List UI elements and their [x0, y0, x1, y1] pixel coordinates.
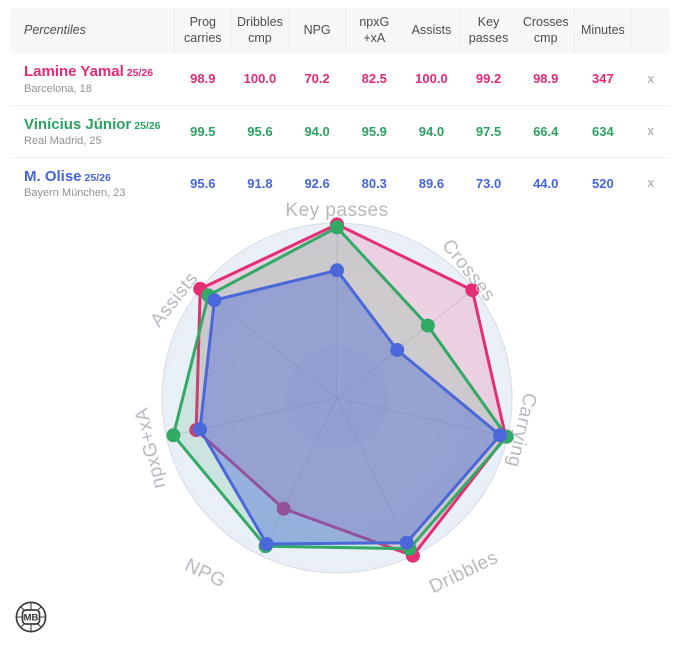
season-badge: 25/26 — [134, 119, 161, 132]
stat-value: 44.0 — [517, 156, 575, 209]
radar-data-point — [330, 220, 344, 235]
remove-row-button[interactable]: x — [647, 71, 654, 86]
col-header-npxg-xa: npxG +xA — [345, 8, 403, 54]
radar-chart-container: Key passes Crosses Carrying Dribbles NPG npxG… — [0, 178, 680, 642]
table-row-lamine-yamal: Lamine Yamal 25/26 Barcelona, 18 98.9 100… — [10, 53, 670, 105]
radar-spoke — [336, 288, 475, 399]
stat-value: 73.0 — [460, 156, 518, 209]
radar-axis-label: Dribbles — [426, 547, 502, 598]
table-corner-label: Percentiles — [10, 8, 175, 54]
remove-row-button[interactable]: x — [647, 176, 654, 191]
stat-value: 82.5 — [361, 71, 387, 87]
stat-value: 100.0 — [415, 71, 448, 87]
player-cell: M. Olise 25/26 Bayern München, 23 — [10, 156, 175, 209]
player-name: Vinícius Júnior 25/26 — [24, 116, 173, 133]
radar-data-point — [193, 422, 207, 437]
stat-value: 70.2 — [304, 71, 330, 87]
stat-value: 99.5 — [174, 104, 232, 158]
brand-logo-text: MB — [24, 613, 39, 624]
radar-data-point — [493, 428, 508, 443]
radar-spoke — [336, 397, 508, 438]
stat-value: 94.0 — [402, 104, 460, 158]
radar-series-polygon — [171, 225, 509, 551]
radar-spoke — [199, 288, 338, 399]
stat-value: 80.3 — [345, 156, 403, 209]
col-header-prog-carries: Prog carries — [173, 8, 232, 54]
radar-spoke — [336, 397, 414, 556]
radar-chart: Key passesCrossesCarryingDribblesNPGnpxG… — [131, 200, 540, 598]
brand-logo: MB — [13, 599, 49, 635]
season-badge: 25/26 — [126, 67, 154, 80]
season-badge: 25/26 — [84, 171, 111, 184]
col-header-npg: NPG — [288, 8, 346, 54]
radar-data-point — [420, 318, 435, 333]
stat-value: 92.6 — [288, 156, 346, 209]
radar-data-point — [465, 283, 480, 298]
player-subtitle: Bayern München, 23 — [24, 187, 126, 199]
stat-value: 95.6 — [231, 104, 289, 158]
player-name-text: Lamine Yamal — [24, 63, 124, 81]
col-header-key-passes: Key passes — [459, 8, 518, 54]
brand-logo-icon: MB — [15, 601, 47, 633]
radar-data-point — [399, 535, 414, 550]
player-subtitle: Real Madrid, 25 — [24, 134, 102, 147]
radar-axis-label: NPG — [181, 555, 229, 592]
table-row-vinicius-junior: Vinícius Júnior 25/26 Real Madrid, 25 99.… — [10, 104, 670, 158]
player-name: M. Olise 25/26 — [24, 168, 173, 185]
stat-value: 95.9 — [345, 104, 403, 158]
radar-inner-tint — [285, 346, 389, 450]
radar-axis-label: Key passes — [285, 200, 388, 221]
remove-row-button[interactable]: x — [647, 124, 654, 139]
stat-value: 94.0 — [288, 104, 346, 158]
player-subtitle: Barcelona, 18 — [24, 82, 92, 95]
col-header-crosses-cmp: Crosses cmp — [516, 8, 575, 54]
radar-data-point — [330, 263, 344, 278]
stat-value: 91.8 — [231, 156, 289, 209]
col-header-assists: Assists — [402, 8, 460, 54]
col-header-minutes: Minutes — [573, 8, 632, 54]
stat-value: 95.6 — [174, 156, 232, 209]
stat-value: 99.2 — [475, 71, 502, 87]
stat-value: 347 — [592, 71, 614, 87]
player-cell: Lamine Yamal 25/26 Barcelona, 18 — [10, 53, 174, 105]
player-name-text: M. Olise — [24, 167, 82, 185]
stat-value: 634 — [574, 104, 632, 158]
radar-data-point — [207, 293, 222, 308]
radar-series-polygon — [198, 268, 502, 546]
stat-value: 520 — [574, 156, 632, 209]
col-header-dribbles-cmp: Dribbles cmp — [230, 8, 289, 54]
stat-value: 100.0 — [243, 71, 277, 87]
stat-value: 66.4 — [517, 104, 575, 158]
radar-data-point — [166, 428, 181, 443]
col-header-remove — [630, 8, 670, 54]
radar-data-point — [276, 501, 291, 516]
radar-spoke — [260, 397, 338, 556]
radar-data-point — [390, 343, 405, 357]
stat-value: 89.6 — [402, 156, 460, 209]
player-name: Lamine Yamal 25/26 — [24, 63, 173, 80]
table-header-row: Percentiles Prog carries Dribbles cmp NP… — [10, 8, 670, 54]
stat-value: 98.9 — [190, 71, 216, 87]
percentiles-table: Percentiles Prog carries Dribbles cmp NP… — [10, 8, 670, 209]
radar-series-polygon — [194, 222, 508, 558]
radar-data-point — [259, 537, 274, 551]
stat-value: 97.5 — [460, 104, 518, 158]
player-cell: Vinícius Júnior 25/26 Real Madrid, 25 — [10, 104, 175, 158]
stat-value: 98.9 — [533, 71, 559, 87]
player-name-text: Vinícius Júnior — [24, 115, 132, 133]
table-row-m-olise: M. Olise 25/26 Bayern München, 23 95.6 91… — [10, 156, 670, 209]
